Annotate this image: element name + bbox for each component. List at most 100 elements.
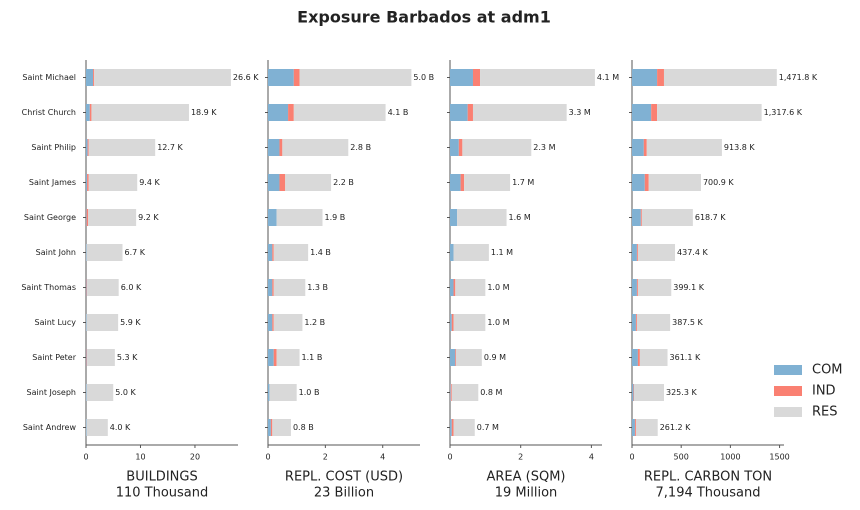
bar-segment: [86, 104, 90, 121]
bar-segment: [273, 279, 306, 296]
bar-segment: [635, 419, 658, 436]
bar-segment: [450, 419, 452, 436]
bar-segment: [450, 244, 454, 261]
bar-segment: [637, 244, 676, 261]
bar-segment: [288, 104, 294, 121]
bar-segment: [86, 349, 87, 366]
bar-segment: [86, 419, 108, 436]
legend-label: COM: [812, 363, 843, 378]
bar-segment: [632, 139, 644, 156]
bar-segment: [270, 419, 273, 436]
bar-segment: [268, 349, 274, 366]
x-axis-label: AREA (SQM): [486, 470, 565, 485]
bar-segment: [276, 349, 300, 366]
bar-segment: [293, 104, 386, 121]
total-label: 1.4 B: [310, 248, 331, 257]
total-label: 261.2 K: [660, 423, 691, 432]
bar-segment: [86, 139, 88, 156]
bar-segment: [451, 314, 454, 331]
total-label: 2.8 B: [350, 143, 371, 152]
bar-segment: [632, 209, 641, 226]
bar-segment: [453, 244, 489, 261]
bar-segment: [651, 104, 658, 121]
x-tick-label: 1000: [720, 453, 740, 462]
bar-segment: [91, 104, 189, 121]
bar-segment: [458, 139, 463, 156]
total-label: 4.1 B: [388, 108, 409, 117]
total-label: 2.2 B: [333, 178, 354, 187]
bar-segment: [86, 209, 89, 226]
bar-segment: [86, 279, 87, 296]
bar-segment: [450, 139, 459, 156]
bar-segment: [450, 104, 468, 121]
total-label: 1.3 B: [307, 283, 328, 292]
bar-segment: [450, 174, 461, 191]
x-tick-label: 500: [674, 453, 689, 462]
bar-segment: [86, 349, 88, 366]
bar-segment: [268, 174, 280, 191]
x-axis-label: BUILDINGS: [126, 470, 197, 485]
total-label: 0.7 M: [477, 423, 499, 432]
bar-segment: [636, 314, 671, 331]
bar-segment: [636, 244, 638, 261]
bar-segment: [455, 279, 486, 296]
bar-segment: [451, 384, 479, 401]
y-tick-label: Saint Lucy: [35, 318, 77, 327]
y-tick-label: Saint Joseph: [27, 388, 76, 397]
bar-segment: [269, 384, 297, 401]
bar-segment: [272, 314, 274, 331]
total-label: 3.3 M: [569, 108, 591, 117]
bar-segment: [480, 69, 595, 86]
bar-segment: [460, 174, 465, 191]
total-label: 26.6 K: [233, 73, 259, 82]
bar-segment: [273, 244, 309, 261]
bar-segment: [86, 314, 87, 331]
bar-segment: [279, 174, 286, 191]
total-label: 387.5 K: [672, 318, 703, 327]
bar-segment: [86, 174, 88, 191]
bar-segment: [93, 69, 95, 86]
total-label: 4.1 M: [597, 73, 619, 82]
bar-segment: [268, 69, 294, 86]
legend-label: IND: [812, 384, 836, 399]
bar-segment: [86, 209, 87, 226]
bar-segment: [87, 279, 119, 296]
bar-segment: [644, 174, 649, 191]
bar-segment: [276, 209, 323, 226]
bar-segment: [657, 104, 762, 121]
total-label: 913.8 K: [724, 143, 755, 152]
bar-segment: [87, 139, 89, 156]
bar-segment: [268, 384, 270, 401]
bar-segment: [299, 69, 412, 86]
y-tick-label: Saint Peter: [32, 353, 76, 362]
bar-segment: [464, 174, 511, 191]
x-tick-label: 0: [265, 453, 270, 462]
bar-segment: [632, 104, 652, 121]
bar-segment: [632, 279, 637, 296]
bar-segment: [451, 419, 454, 436]
bar-segment: [456, 349, 482, 366]
total-label: 325.3 K: [666, 388, 697, 397]
bar-segment: [462, 139, 532, 156]
bar-segment: [87, 174, 89, 191]
chart-title: Exposure Barbados at adm1: [297, 8, 551, 27]
legend-label: RES: [812, 405, 838, 420]
bar-segment: [88, 209, 137, 226]
bar-segment: [273, 349, 277, 366]
total-label: 0.8 M: [480, 388, 502, 397]
bar-segment: [268, 139, 280, 156]
bar-segment: [268, 314, 273, 331]
total-label: 1.0 B: [299, 388, 320, 397]
bar-segment: [450, 209, 458, 226]
total-label: 1.1 M: [491, 248, 513, 257]
bar-segment: [272, 279, 274, 296]
x-tick-label: 0: [83, 453, 88, 462]
bar-segment: [648, 174, 701, 191]
bar-segment: [632, 384, 634, 401]
bar-segment: [272, 419, 291, 436]
bar-segment: [455, 349, 457, 366]
x-axis-label: REPL. CARBON TON: [644, 470, 772, 485]
bar-segment: [88, 139, 156, 156]
x-tick-label: 2: [518, 453, 523, 462]
total-label: 9.4 K: [139, 178, 160, 187]
